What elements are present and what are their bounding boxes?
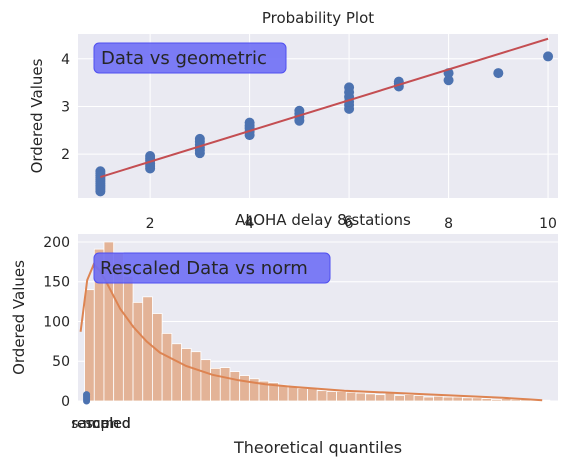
histogram-bar [433,395,444,402]
histogram-bar [142,296,153,402]
histogram-bar [491,399,502,402]
histogram-bar [132,301,144,402]
histogram-bar [345,391,357,402]
bottom-y-tick-label: 100 [43,314,70,330]
bottom-y-tick-label: 50 [52,354,70,370]
data-point [543,51,554,62]
norm-point [83,391,91,399]
top-annotation-text: Data vs geometric [101,48,267,69]
histogram-bar [316,390,328,402]
top-y-axis-label: Ordered Values [28,58,46,173]
histogram-bar [355,392,367,402]
top-annotation-box [93,42,287,74]
data-point [344,82,355,93]
top-x-tick-label: 6 [345,216,354,232]
histogram-bar [190,351,202,402]
top-x-tick-label: 8 [444,216,453,232]
histogram-bar [384,392,396,402]
histogram-bar [219,367,231,402]
histogram-bar [239,375,250,402]
histogram-bar [452,396,463,402]
histogram-bar [229,371,241,402]
bottom-x-tick-label: sampled [71,416,131,432]
bottom-y-tick-label: 0 [61,394,70,410]
histogram-bar [374,394,386,402]
top-y-tick-label: 4 [61,52,70,68]
data-point [244,117,255,128]
overlap-tick-label: 6 [344,214,353,230]
histogram-bar [278,384,289,402]
histogram-bar [152,313,163,402]
bottom-x-tick-label: norm [83,416,120,432]
histogram-bar [307,387,318,402]
bottom-y-axis-label: Ordered Values [10,260,28,375]
bottom-x-tick-label: rescaled [71,416,130,432]
histogram-bar [481,398,493,402]
top-x-tick-label: 4 [245,216,254,232]
bottom-y-tick-label: 200 [43,235,70,251]
histogram-bar [336,391,347,402]
histogram-bar [171,343,182,402]
bottom-x-axis-label: Theoretical quantiles [233,438,402,457]
histogram-bar [210,367,221,402]
bottom-annotation-box [93,252,331,284]
top-x-tick-label: 10 [539,216,557,232]
histogram-bar [122,275,134,402]
data-point [95,166,106,177]
histogram-bar [181,348,192,402]
data-point [443,75,454,86]
histogram-bar [413,395,425,402]
top-x-tick-label: 2 [146,216,155,232]
top-y-tick-label: 2 [61,147,70,163]
data-point [145,151,156,162]
overlap-tick-label: 4 [245,214,254,230]
histogram-bar [462,397,473,402]
histogram-bar [394,395,405,402]
histogram-bar [297,387,308,402]
bottom-annotation-text: Rescaled Data vs norm [100,258,308,279]
histogram-bar [471,397,483,402]
histogram-bar [326,391,337,402]
top-chart-title: Probability Plot [262,9,374,27]
histogram-bar [365,393,376,402]
bottom-chart-title: ALOHA delay 8 stations [235,211,411,229]
histogram-bar [423,396,434,402]
top-y-tick-label: 3 [61,99,70,115]
histogram-bar [200,359,211,402]
bottom-y-tick-label: 150 [43,275,70,291]
histogram-bar [84,289,95,402]
histogram-bar [287,386,299,402]
fit-line [100,37,549,178]
data-point [294,105,305,116]
histogram-bar [442,396,454,402]
data-point [194,133,205,144]
histogram-bar [161,333,173,402]
data-point [493,68,504,79]
histogram-bar [404,394,415,402]
